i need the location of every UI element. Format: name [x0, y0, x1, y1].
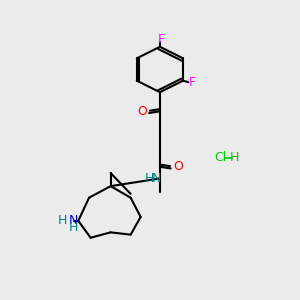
Text: Cl: Cl: [214, 151, 226, 164]
Text: H: H: [230, 151, 239, 164]
Text: N: N: [152, 172, 161, 185]
Text: F: F: [158, 33, 165, 46]
Text: H: H: [69, 221, 78, 234]
Text: H: H: [144, 172, 154, 185]
Text: O: O: [137, 105, 147, 118]
Text: O: O: [173, 160, 183, 173]
Text: F: F: [189, 76, 196, 89]
Text: N: N: [69, 214, 78, 227]
Text: H: H: [58, 214, 68, 227]
